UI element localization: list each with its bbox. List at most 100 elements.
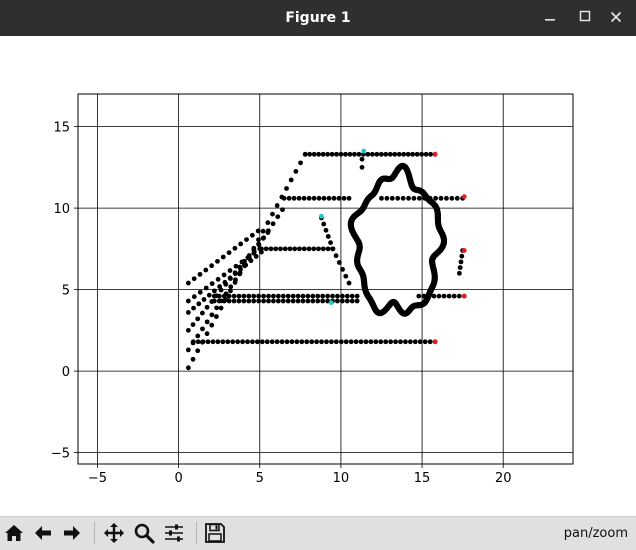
data-point <box>266 298 271 304</box>
data-point <box>251 247 257 253</box>
data-point <box>458 259 464 265</box>
data-point <box>459 253 465 259</box>
data-point <box>204 331 210 337</box>
data-point <box>400 195 406 201</box>
data-point <box>356 151 362 157</box>
data-point <box>417 339 423 345</box>
arrow-left-icon <box>35 526 51 540</box>
pan-button[interactable] <box>101 520 127 546</box>
data-point <box>236 293 242 299</box>
data-point <box>191 305 196 311</box>
data-point <box>431 293 437 299</box>
data-point <box>221 272 227 278</box>
data-point <box>461 248 467 253</box>
data-point <box>215 339 221 345</box>
data-point <box>195 339 201 345</box>
data-point <box>256 298 262 304</box>
figure-canvas[interactable]: −5 0 5 10 15 20 −5 0 5 10 15 <box>0 36 636 516</box>
scatter-plot[interactable]: −5 0 5 10 15 20 −5 0 5 10 15 <box>0 36 636 516</box>
data-point <box>440 242 447 249</box>
home-button[interactable] <box>1 520 27 546</box>
data-point <box>215 276 221 282</box>
data-point <box>343 339 349 345</box>
data-point <box>325 293 330 299</box>
data-point <box>422 339 428 345</box>
data-point <box>232 271 238 277</box>
data-point <box>232 245 238 251</box>
data-point <box>330 293 335 299</box>
data-point <box>196 301 202 307</box>
maximize-button[interactable] <box>575 8 595 28</box>
data-point <box>340 266 345 272</box>
data-point <box>190 339 196 345</box>
data-point <box>310 298 316 304</box>
data-point <box>270 211 275 217</box>
data-point <box>378 151 384 157</box>
data-point <box>274 339 280 345</box>
zoom-button[interactable] <box>131 520 157 546</box>
minimize-button[interactable] <box>540 8 560 28</box>
arrow-right-icon <box>64 526 80 540</box>
close-icon <box>610 11 622 23</box>
configure-subplots-button[interactable] <box>161 520 187 546</box>
data-point <box>461 194 467 200</box>
data-point <box>251 298 257 304</box>
data-point <box>438 195 444 201</box>
data-point <box>333 253 339 259</box>
data-point <box>226 293 232 299</box>
data-point <box>384 195 390 201</box>
data-point <box>209 312 215 318</box>
close-button[interactable] <box>606 8 626 28</box>
move-icon <box>104 523 124 543</box>
data-point <box>389 195 395 201</box>
data-point <box>287 246 293 252</box>
data-point <box>316 246 321 252</box>
data-point <box>325 298 330 304</box>
y-tick-label: 0 <box>62 365 70 380</box>
data-point <box>249 232 255 238</box>
toolbar-separator <box>196 522 197 544</box>
data-point <box>329 151 335 157</box>
data-point <box>291 195 297 201</box>
data-point <box>216 298 222 304</box>
data-point <box>310 293 316 299</box>
data-point <box>256 293 262 299</box>
data-point <box>290 293 296 299</box>
data-point <box>374 151 380 157</box>
data-point <box>239 259 245 265</box>
data-point <box>197 271 203 277</box>
data-point <box>363 339 369 345</box>
data-point <box>238 266 243 272</box>
data-point <box>241 298 247 304</box>
data-point <box>200 326 205 332</box>
data-point <box>451 293 457 299</box>
data-point <box>301 195 307 201</box>
data-point <box>206 292 212 298</box>
data-point <box>354 293 360 299</box>
data-point <box>263 246 269 252</box>
data-point <box>306 195 312 201</box>
data-point <box>398 339 403 345</box>
data-point <box>275 293 281 299</box>
data-point <box>271 293 276 299</box>
sliders-icon <box>165 524 183 542</box>
data-point <box>200 339 206 345</box>
data-point <box>388 339 394 345</box>
data-point <box>446 293 452 299</box>
data-point <box>293 168 299 174</box>
data-point <box>368 339 374 345</box>
data-point <box>185 365 191 371</box>
data-point <box>349 293 355 299</box>
data-point <box>341 195 347 201</box>
data-point <box>226 250 232 256</box>
back-button[interactable] <box>30 520 56 546</box>
data-point <box>211 293 217 299</box>
forward-button[interactable] <box>59 520 85 546</box>
save-button[interactable] <box>202 520 228 546</box>
data-point <box>300 298 306 304</box>
data-point <box>414 151 420 157</box>
data-point <box>305 293 311 299</box>
data-point <box>444 195 449 201</box>
data-point <box>343 273 349 279</box>
data-point <box>199 310 205 316</box>
